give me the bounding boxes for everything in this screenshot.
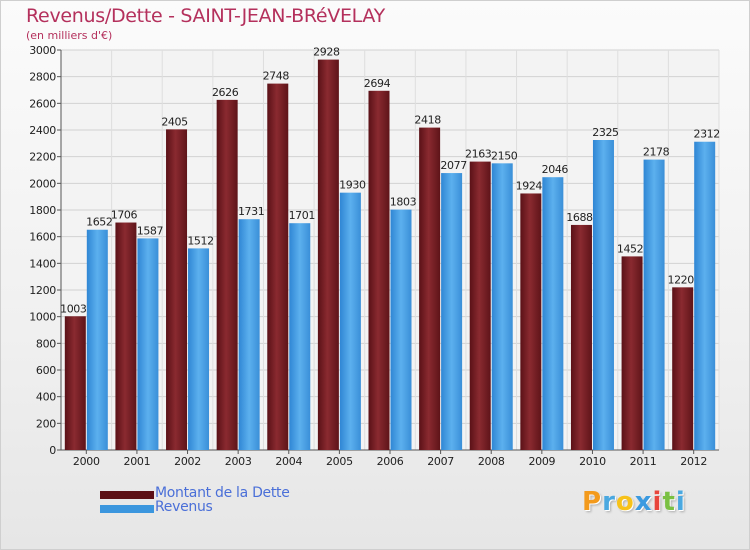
data-label-debt-2007: 2418 <box>414 114 441 127</box>
data-label-revenus-2001: 1587 <box>137 224 164 237</box>
x-tick-label: 2005 <box>326 455 353 468</box>
x-tick-label: 2010 <box>579 455 606 468</box>
data-label-revenus-2003: 1731 <box>238 205 264 218</box>
y-tick-label: 400 <box>36 391 56 404</box>
bar-debt-2006 <box>368 90 390 451</box>
x-tick-label: 2002 <box>174 455 201 468</box>
x-tick-label: 2000 <box>73 455 100 468</box>
logo-letter: t <box>662 487 676 517</box>
y-tick-label: 1400 <box>29 257 56 270</box>
logo-letter: r <box>602 487 616 517</box>
x-tick-label: 2003 <box>225 455 252 468</box>
bar-revenus-2008 <box>491 163 513 451</box>
bar-debt-2012 <box>672 287 694 450</box>
bar-revenus-2011 <box>643 159 665 450</box>
bar-debt-2011 <box>621 256 643 450</box>
bar-debt-2004 <box>267 83 289 450</box>
x-tick-label: 2001 <box>124 455 151 468</box>
y-tick-label: 1000 <box>29 311 56 324</box>
y-tick-label: 1200 <box>29 284 56 297</box>
bar-revenus-2000 <box>86 229 108 450</box>
data-label-debt-2012: 1220 <box>667 273 694 286</box>
data-label-revenus-2007: 2077 <box>440 159 467 172</box>
legend-swatch-revenus <box>100 505 154 513</box>
x-tick-label: 2012 <box>680 455 707 468</box>
logo-letter: o <box>615 487 635 517</box>
bar-debt-2000 <box>64 316 86 450</box>
x-tick-label: 2006 <box>377 455 404 468</box>
data-label-revenus-2002: 1512 <box>187 234 213 247</box>
logo-letter: x <box>634 487 653 517</box>
y-tick-label: 2600 <box>29 97 56 110</box>
legend-label-debt: Montant de la Dette <box>155 485 290 501</box>
y-tick-label: 0 <box>49 444 56 457</box>
x-tick-label: 2008 <box>478 455 505 468</box>
y-tick-label: 800 <box>36 337 56 350</box>
bar-revenus-2006 <box>390 209 412 450</box>
bar-debt-2008 <box>469 161 491 450</box>
data-label-revenus-2012: 2312 <box>693 128 719 141</box>
data-label-revenus-2009: 2046 <box>542 163 569 176</box>
bar-revenus-2009 <box>542 177 564 450</box>
bars <box>64 59 716 451</box>
x-tick-label: 2009 <box>528 455 555 468</box>
logo-letter: P <box>582 487 603 517</box>
bar-revenus-2005 <box>339 192 361 450</box>
y-tick-label: 2200 <box>29 151 56 164</box>
bar-revenus-2004 <box>289 223 311 450</box>
data-label-revenus-2011: 2178 <box>643 146 670 159</box>
y-tick-label: 1800 <box>29 204 56 217</box>
x-tick-label: 2007 <box>427 455 454 468</box>
legend-swatch-debt <box>100 491 154 499</box>
data-label-debt-2003: 2626 <box>212 86 239 99</box>
y-tick-label: 600 <box>36 364 56 377</box>
y-tick-label: 2800 <box>29 71 56 84</box>
bar-revenus-2007 <box>441 173 463 451</box>
data-label-revenus-2000: 1652 <box>86 216 112 229</box>
bar-debt-2009 <box>520 193 542 450</box>
data-label-debt-2008: 2163 <box>465 148 492 161</box>
data-label-debt-2004: 2748 <box>263 70 290 83</box>
chart-title: Revenus/Dette - SAINT-JEAN-BRéVELAY <box>26 5 385 27</box>
data-label-debt-2009: 1924 <box>516 179 543 192</box>
data-label-debt-2002: 2405 <box>161 115 188 128</box>
x-tick-label: 2011 <box>630 455 657 468</box>
legend-label-revenus: Revenus <box>155 499 213 515</box>
bar-debt-2007 <box>419 127 441 450</box>
x-tick-label: 2004 <box>275 455 302 468</box>
data-label-debt-2001: 1706 <box>111 209 138 222</box>
logo-letter: i <box>675 487 686 517</box>
bar-debt-2003 <box>216 99 238 450</box>
y-tick-label: 2000 <box>29 177 56 190</box>
bar-revenus-2002 <box>188 248 210 450</box>
y-tick-label: 3000 <box>29 44 56 57</box>
bar-revenus-2003 <box>238 219 260 450</box>
data-label-debt-2005: 2928 <box>313 46 340 59</box>
data-label-debt-2000: 1003 <box>60 302 87 315</box>
chart-subtitle: (en milliers d'€) <box>26 29 113 42</box>
bar-revenus-2012 <box>694 141 716 450</box>
y-tick-label: 200 <box>36 417 56 430</box>
bar-debt-2010 <box>570 224 592 450</box>
data-label-debt-2011: 1452 <box>617 242 643 255</box>
data-label-revenus-2010: 2325 <box>592 126 619 139</box>
data-label-debt-2010: 1688 <box>566 211 593 224</box>
bar-debt-2005 <box>317 59 339 450</box>
data-label-revenus-2008: 2150 <box>491 149 518 162</box>
data-label-revenus-2005: 1930 <box>339 179 366 192</box>
data-label-revenus-2004: 1701 <box>289 209 315 222</box>
bar-revenus-2010 <box>592 140 614 450</box>
bar-debt-2001 <box>115 222 137 450</box>
y-tick-label: 1600 <box>29 231 56 244</box>
y-tick-label: 2400 <box>29 124 56 137</box>
data-label-revenus-2006: 1803 <box>390 196 417 209</box>
bar-debt-2002 <box>166 129 188 451</box>
logo-letter: i <box>652 487 663 517</box>
data-label-debt-2006: 2694 <box>364 77 391 90</box>
bar-revenus-2001 <box>137 238 159 450</box>
proxiti-logo: Proxiti <box>582 487 686 517</box>
